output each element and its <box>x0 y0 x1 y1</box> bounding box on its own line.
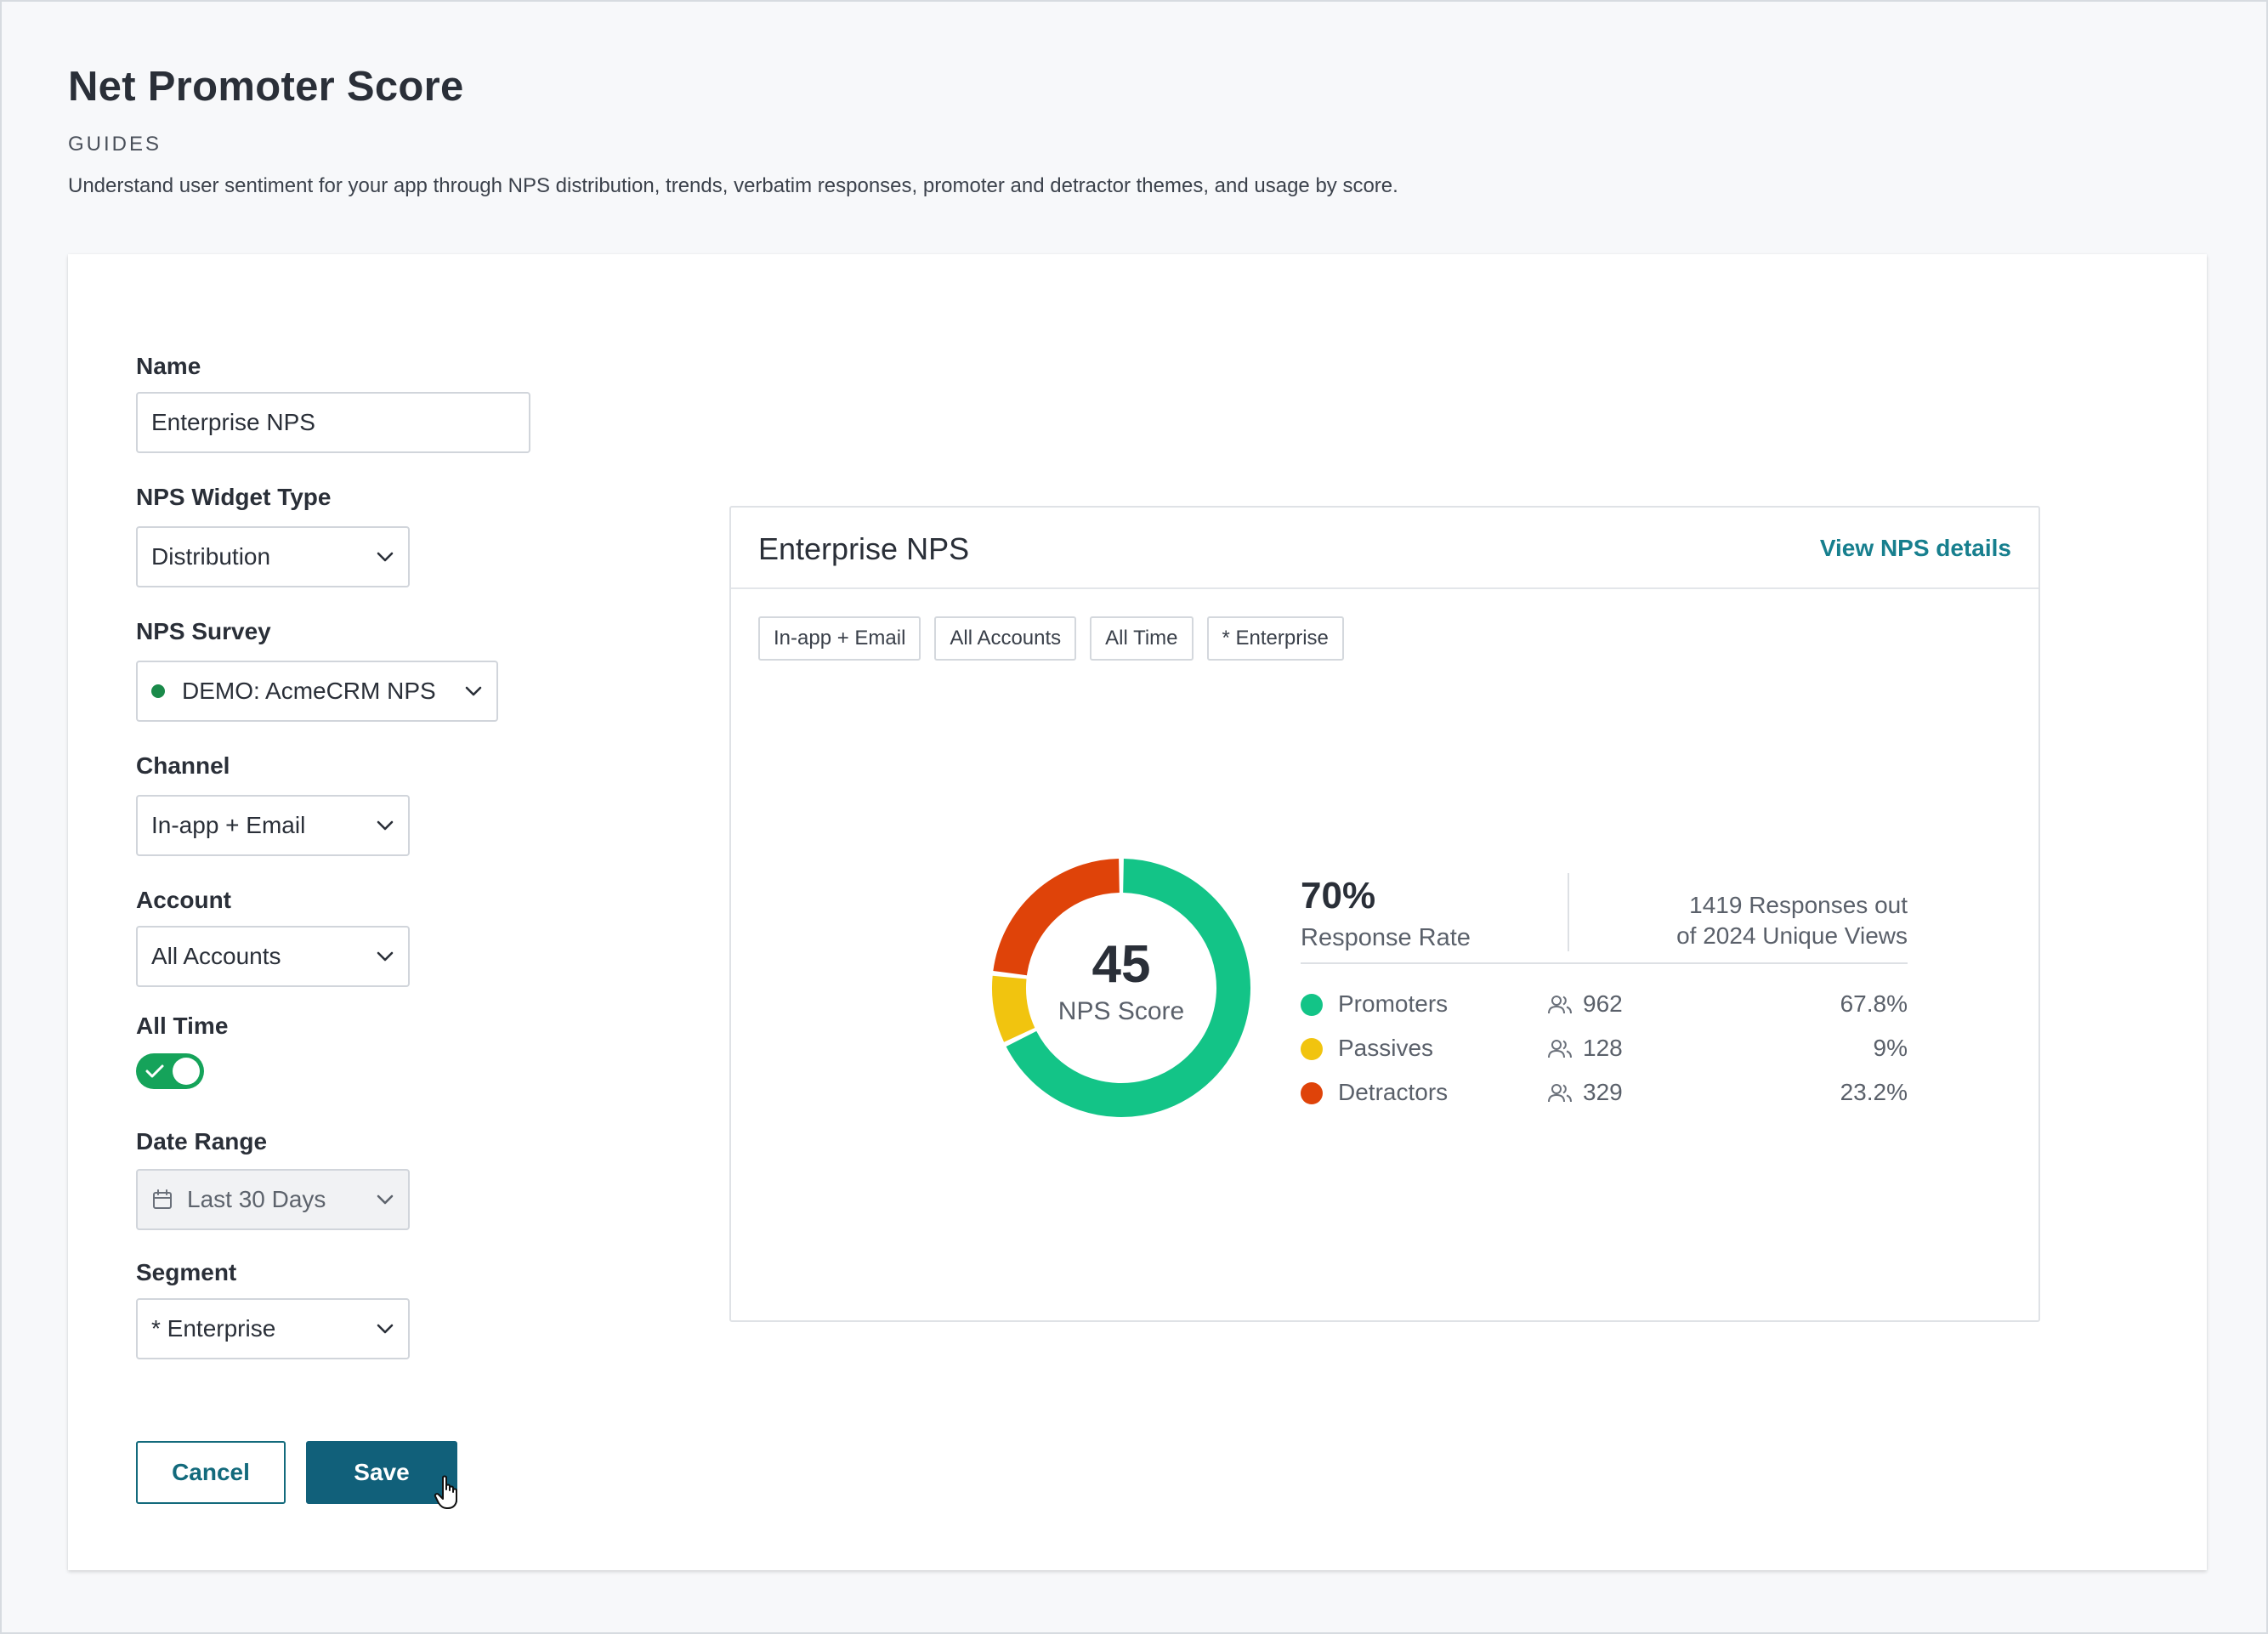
segment-label: Segment <box>136 1259 237 1285</box>
page-category: GUIDES <box>68 133 162 156</box>
chevron-down-icon <box>377 552 394 562</box>
response-rate-value: 70% <box>1301 875 1376 916</box>
channel-select[interactable]: In-app + Email <box>136 795 410 856</box>
legend-row-promoters: Promoters 962 67.8% <box>1301 987 1908 1021</box>
hand-cursor-icon <box>434 1475 457 1509</box>
legend-percent: 23.2% <box>1840 1079 1908 1105</box>
page-description: Understand user sentiment for your app t… <box>68 174 1398 197</box>
legend-row-passives: Passives 128 9% <box>1301 1031 1908 1065</box>
survey-status-dot <box>151 684 165 698</box>
save-button[interactable]: Save <box>306 1441 457 1504</box>
responses-line-1: 1419 Responses out <box>1689 892 1908 918</box>
filter-chip-segment: * Enterprise <box>1206 616 1344 661</box>
date-range-select: Last 30 Days <box>136 1169 410 1230</box>
detractors-dot <box>1301 1082 1323 1104</box>
legend-percent: 9% <box>1873 1035 1908 1061</box>
date-range-label: Date Range <box>136 1128 268 1155</box>
date-range-value: Last 30 Days <box>187 1186 326 1212</box>
nps-preview-widget: Enterprise NPS View NPS details In-app +… <box>729 506 2040 1322</box>
all-time-toggle[interactable] <box>136 1053 204 1089</box>
chevron-down-icon <box>465 686 482 696</box>
stats-divider <box>1568 873 1569 951</box>
account-value: All Accounts <box>151 943 281 969</box>
widget-title: Enterprise NPS <box>758 531 970 566</box>
all-time-label: All Time <box>136 1013 229 1039</box>
legend-divider <box>1301 962 1908 964</box>
filter-chip-time: All Time <box>1090 616 1194 661</box>
page-title: Net Promoter Score <box>68 64 464 110</box>
legend-count: 329 <box>1583 1079 1623 1105</box>
users-icon <box>1548 1040 1572 1058</box>
legend-label: Passives <box>1338 1035 1434 1061</box>
promoters-dot <box>1301 994 1323 1016</box>
response-rate-label: Response Rate <box>1301 924 1471 951</box>
donut-slice-detractors <box>993 859 1120 976</box>
channel-value: In-app + Email <box>151 812 306 838</box>
widget-header: Enterprise NPS View NPS details <box>731 508 2038 589</box>
filter-chip-account: All Accounts <box>934 616 1077 661</box>
cancel-button[interactable]: Cancel <box>136 1441 286 1504</box>
chevron-down-icon <box>377 820 394 831</box>
legend-row-detractors: Detractors 329 23.2% <box>1301 1075 1908 1109</box>
widget-type-value: Distribution <box>151 543 271 570</box>
nps-score-label: NPS Score <box>1057 997 1185 1025</box>
calendar-icon <box>153 1189 172 1209</box>
segment-select[interactable]: * Enterprise <box>136 1298 410 1359</box>
view-nps-details-link[interactable]: View NPS details <box>1819 535 2011 561</box>
check-icon <box>145 1064 164 1078</box>
filter-chips: In-app + Email All Accounts All Time * E… <box>758 616 1358 661</box>
nps-donut-chart <box>992 859 1250 1117</box>
passives-dot <box>1301 1038 1323 1060</box>
chevron-down-icon <box>377 1324 394 1334</box>
survey-label: NPS Survey <box>136 618 271 644</box>
account-select[interactable]: All Accounts <box>136 926 410 987</box>
responses-line-2: of 2024 Unique Views <box>1676 922 1908 949</box>
filter-chip-channel: In-app + Email <box>758 616 921 661</box>
name-input[interactable] <box>136 392 530 453</box>
legend-percent: 67.8% <box>1840 990 1908 1017</box>
survey-select[interactable]: DEMO: AcmeCRM NPS <box>136 661 498 722</box>
widget-type-select[interactable]: Distribution <box>136 526 410 587</box>
donut-slice-passives <box>992 975 1035 1042</box>
donut-slice-promoters <box>1006 859 1250 1117</box>
channel-label: Channel <box>136 752 230 779</box>
nps-score-value: 45 <box>1091 935 1151 994</box>
toggle-knob <box>173 1058 200 1085</box>
users-icon <box>1548 1084 1572 1103</box>
legend-label: Promoters <box>1338 990 1449 1017</box>
chevron-down-icon <box>377 951 394 962</box>
legend-count: 128 <box>1583 1035 1623 1061</box>
name-label: Name <box>136 353 201 379</box>
widget-type-label: NPS Widget Type <box>136 484 332 510</box>
legend-label: Detractors <box>1338 1079 1449 1105</box>
segment-value: * Enterprise <box>151 1315 276 1342</box>
account-label: Account <box>136 887 231 913</box>
widget-editor-card: Name NPS Widget Type Distribution NPS Su… <box>68 254 2207 1570</box>
legend-count: 962 <box>1583 990 1623 1017</box>
responses-summary: 1419 Responses out of 2024 Unique Views <box>1581 890 1908 951</box>
survey-value: DEMO: AcmeCRM NPS <box>182 678 436 704</box>
chevron-down-icon <box>377 1194 394 1205</box>
users-icon <box>1548 996 1572 1014</box>
